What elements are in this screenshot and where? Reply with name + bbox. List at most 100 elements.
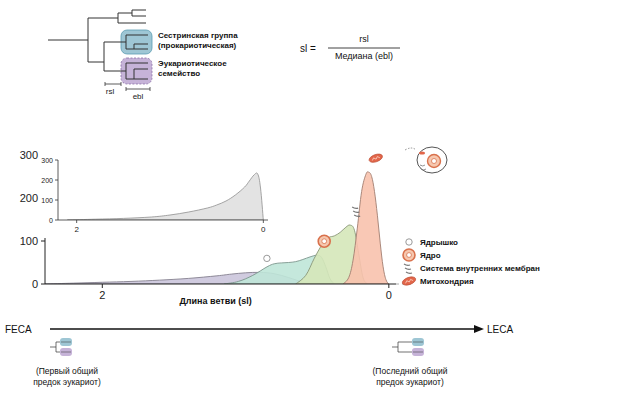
timeline-arrowhead <box>474 325 484 333</box>
y-tick-label: 100 <box>20 235 38 247</box>
mini-tree <box>50 338 72 356</box>
mini-branch <box>50 342 60 352</box>
family-label: семейство <box>158 69 200 78</box>
mini-tree <box>392 338 424 356</box>
family-box <box>121 58 152 84</box>
icon-shape <box>405 279 413 284</box>
cell-link <box>405 148 416 150</box>
legend-label: Система внутренних мембран <box>420 264 540 273</box>
tree-branch <box>48 40 88 41</box>
inset-x-tick-label: 0 <box>261 225 266 234</box>
legend-label: Ядрышко <box>420 238 458 247</box>
icon-shape <box>368 152 384 164</box>
inset-x-tick-label: 2 <box>74 225 79 234</box>
inset-y-tick <box>55 220 58 221</box>
formula-denominator: Медиана (ebl) <box>335 51 393 61</box>
tree-branch <box>88 62 104 63</box>
legend-label: Ядро <box>420 251 441 260</box>
feca-caption: (Первый общий <box>36 366 98 376</box>
cell-mito <box>419 151 425 154</box>
mini-branch <box>392 342 412 352</box>
icon-nucleolus <box>264 255 270 261</box>
feca-caption: предок эукариот) <box>33 377 101 387</box>
leca-label: LECA <box>487 324 513 335</box>
legend-label: Митохондрия <box>420 277 474 286</box>
cell-nucleolus <box>432 159 437 164</box>
tree-branch <box>118 23 146 24</box>
icon-shape <box>354 215 360 216</box>
y-tick-label: 300 <box>20 149 38 161</box>
ebl-label: ebl <box>133 92 144 101</box>
tree-branch <box>134 49 148 50</box>
sister-group-label: Сестринская группа <box>158 31 238 40</box>
leca-caption: (Последний общий <box>372 366 447 376</box>
main-chart: 0 100 200 300 2 0 Длина ветви (sl) <box>20 147 447 306</box>
inset-x-tick <box>76 220 77 223</box>
tree-branch <box>126 49 134 50</box>
density-area <box>67 173 263 220</box>
icon-shape <box>352 207 358 208</box>
sister-group-label: (прокариотическая) <box>158 41 237 50</box>
x-axis-label: Длина ветви (sl) <box>179 296 251 306</box>
sister-group-box <box>121 30 152 54</box>
tree-branch <box>132 10 146 11</box>
tree-branch <box>118 13 119 23</box>
icon-shape <box>405 268 411 269</box>
inset-y-axis <box>58 160 59 220</box>
icon-shape <box>401 275 417 287</box>
inset-plot-area <box>67 173 263 220</box>
icon-mitochondrion <box>401 275 417 287</box>
tree-branch <box>126 35 148 36</box>
tree-branch <box>118 13 132 14</box>
x-tick <box>388 284 389 288</box>
x-axis <box>45 284 396 285</box>
rsl-label: rsl <box>106 87 115 96</box>
tree-branch <box>126 79 134 80</box>
tree-branch <box>134 69 148 70</box>
rsl-measure <box>105 82 121 86</box>
legend: Ядрышко Ядро Система внутренних мембран Мит… <box>401 238 540 287</box>
inset-x-tick <box>263 220 264 223</box>
icon-shape <box>406 239 412 245</box>
x-tick-label: 2 <box>99 289 105 301</box>
tree-branch <box>132 16 146 17</box>
formula-numerator: rsl <box>359 34 369 44</box>
cell-nucleus <box>428 155 441 168</box>
fraction-bar <box>328 48 400 49</box>
icon-shape <box>322 239 327 244</box>
inset-background <box>40 154 274 238</box>
icon-mitochondrion <box>368 152 384 164</box>
tree-branch <box>88 18 118 19</box>
icon-shape <box>353 211 359 212</box>
y-tick-label: 200 <box>20 192 38 204</box>
x-tick <box>102 284 103 288</box>
tree-branch <box>134 44 135 49</box>
formula: sl =rslМедиана (ebl) <box>300 34 400 61</box>
tree-branch <box>126 63 127 79</box>
inset-y-tick-label: 300 <box>41 157 53 164</box>
tree-branch <box>104 42 105 71</box>
cell-membrane <box>420 165 426 170</box>
tree-branch <box>134 79 148 80</box>
cell-illustration <box>405 147 447 173</box>
family-label: Эукариотическое <box>158 59 227 68</box>
peak-icons <box>264 152 384 261</box>
density-area <box>343 172 389 284</box>
y-tick <box>41 284 45 285</box>
icon-membrane <box>404 264 412 273</box>
icon-membrane <box>352 207 360 216</box>
tree-branch <box>126 35 127 49</box>
icon-shape <box>264 255 270 261</box>
inset-chart: 010020030020 <box>40 154 274 238</box>
y-tick <box>41 241 45 242</box>
icon-nucleus <box>403 249 415 261</box>
icon-shape <box>406 272 412 273</box>
tree-branch <box>134 44 148 45</box>
cell-body <box>417 147 447 173</box>
figure: rsl ebl Сестринская группа(прокариотическа… <box>0 0 629 396</box>
timeline-arrow <box>50 328 476 330</box>
inset-y-tick-label: 0 <box>49 217 53 224</box>
tree-branch <box>88 18 89 62</box>
leca-caption: предок эукариот) <box>376 377 444 387</box>
icon-shape <box>372 156 380 161</box>
